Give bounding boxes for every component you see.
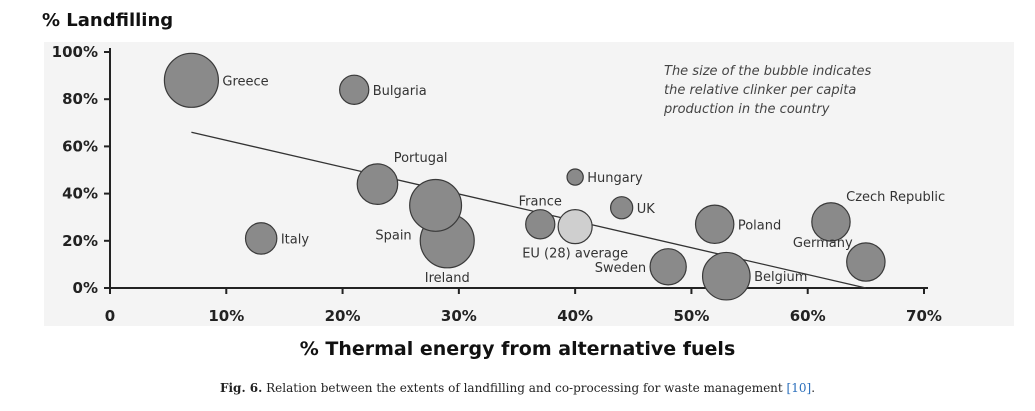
country-label: Germany [793, 236, 853, 251]
bubble [339, 74, 370, 105]
bubble [566, 168, 584, 186]
axes: 0% 20% 40% 60% 80% 100% 0 10% 20% 30% 40% 50% 60% 70% [52, 43, 942, 325]
figure-caption: Fig. 6. Relation between the extents of … [0, 381, 1035, 395]
bubble [811, 202, 851, 242]
country-label: Sweden [595, 261, 646, 276]
country-label: UK [637, 202, 656, 217]
country-label: EU (28) average [522, 247, 628, 262]
y-tick-label: 80% [62, 90, 98, 108]
country-label: Bulgaria [373, 84, 427, 99]
x-tick-label: 60% [790, 307, 826, 325]
y-tick-label: 100% [52, 43, 98, 61]
country-label: Ireland [425, 271, 470, 286]
size-note: The size of the bubble indicates the rela… [663, 64, 871, 117]
x-tick-label: 0 [105, 307, 115, 325]
country-label: France [519, 195, 562, 210]
trendline-group [191, 131, 867, 289]
x-tick-label: 30% [441, 307, 477, 325]
caption-ref-link[interactable]: [10] [786, 381, 812, 395]
y-tick-label: 0% [73, 279, 98, 297]
bubbles-group [163, 52, 886, 301]
y-tick-label: 20% [62, 232, 98, 250]
country-label: Greece [222, 74, 268, 89]
y-axis-label: % Landfilling [42, 10, 174, 31]
bubble [244, 222, 278, 255]
caption-text: Relation between the extents of landfill… [262, 381, 787, 395]
caption-end: . [811, 381, 816, 395]
bubble [163, 52, 219, 108]
bubble [846, 242, 886, 282]
y-tick-label: 40% [62, 185, 98, 203]
x-tick-label: 40% [557, 307, 593, 325]
country-label: Poland [738, 218, 781, 233]
bubble [557, 209, 593, 245]
country-label: Spain [375, 228, 411, 243]
bubble [356, 163, 399, 206]
country-label: Czech Republic [846, 190, 945, 205]
bubble [701, 251, 751, 301]
size-note-line: production in the country [663, 102, 830, 117]
bubble [649, 248, 687, 286]
labels-group: Greece Bulgaria Portugal Spain Ireland Italy H… [222, 74, 945, 285]
bubble [525, 209, 556, 240]
country-label: Portugal [394, 151, 448, 166]
country-label: Hungary [587, 171, 643, 186]
x-tick-label: 50% [673, 307, 709, 325]
x-axis-label: % Thermal energy from alternative fuels [299, 338, 736, 360]
y-tick-label: 60% [62, 137, 98, 155]
x-tick-label: 10% [208, 307, 244, 325]
size-note-line: The size of the bubble indicates [664, 64, 871, 79]
caption-label: Fig. 6. [219, 381, 263, 395]
country-label: Belgium [754, 270, 807, 285]
country-label: Italy [281, 232, 310, 247]
bubble [609, 196, 634, 220]
bubble [409, 178, 463, 232]
x-tick-label: 70% [906, 307, 942, 325]
x-tick-label: 20% [325, 307, 361, 325]
trendline [191, 131, 867, 289]
bubble [694, 204, 735, 245]
chart-svg: 0% 20% 40% 60% 80% 100% 0 10% 20% 30% 40% 50% 60% 70%… [52, 43, 945, 325]
size-note-line: the relative clinker per capita [664, 83, 856, 98]
